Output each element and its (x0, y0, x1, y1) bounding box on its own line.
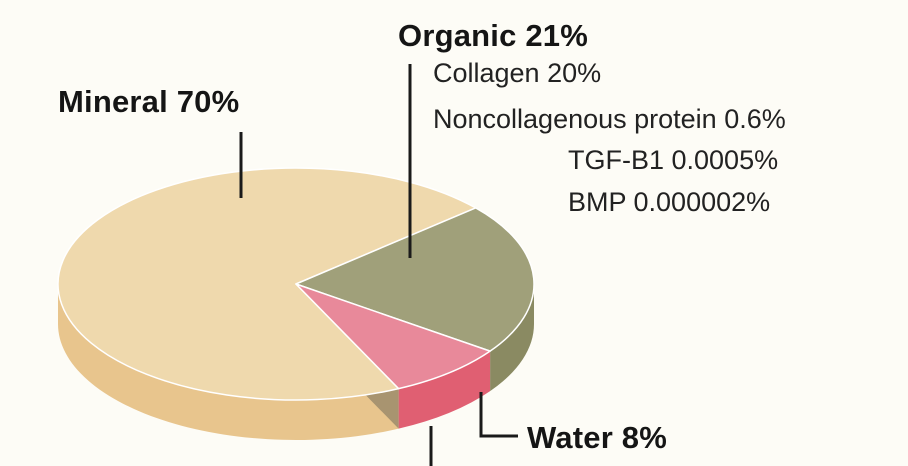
pie-side-water (398, 351, 491, 429)
leader-water (479, 392, 518, 438)
pie-slice-organic (295, 207, 535, 352)
label-bmp: BMP 0.000002% (568, 187, 771, 217)
label-mineral: Mineral 70% (58, 84, 240, 119)
label-organic: Organic 21% (398, 18, 589, 53)
pie-side-organic (490, 284, 534, 392)
label-noncollagenous-protein: Noncollagenous protein 0.6% (433, 104, 786, 134)
pie-side-mineral (58, 284, 399, 440)
label-water: Water 8% (527, 420, 667, 455)
label-collagen: Collagen 20% (433, 58, 602, 88)
label-tgf-b1: TGF-B1 0.0005% (568, 145, 779, 175)
pie-slice-mineral (57, 167, 477, 401)
pie-slice-water (295, 283, 491, 390)
